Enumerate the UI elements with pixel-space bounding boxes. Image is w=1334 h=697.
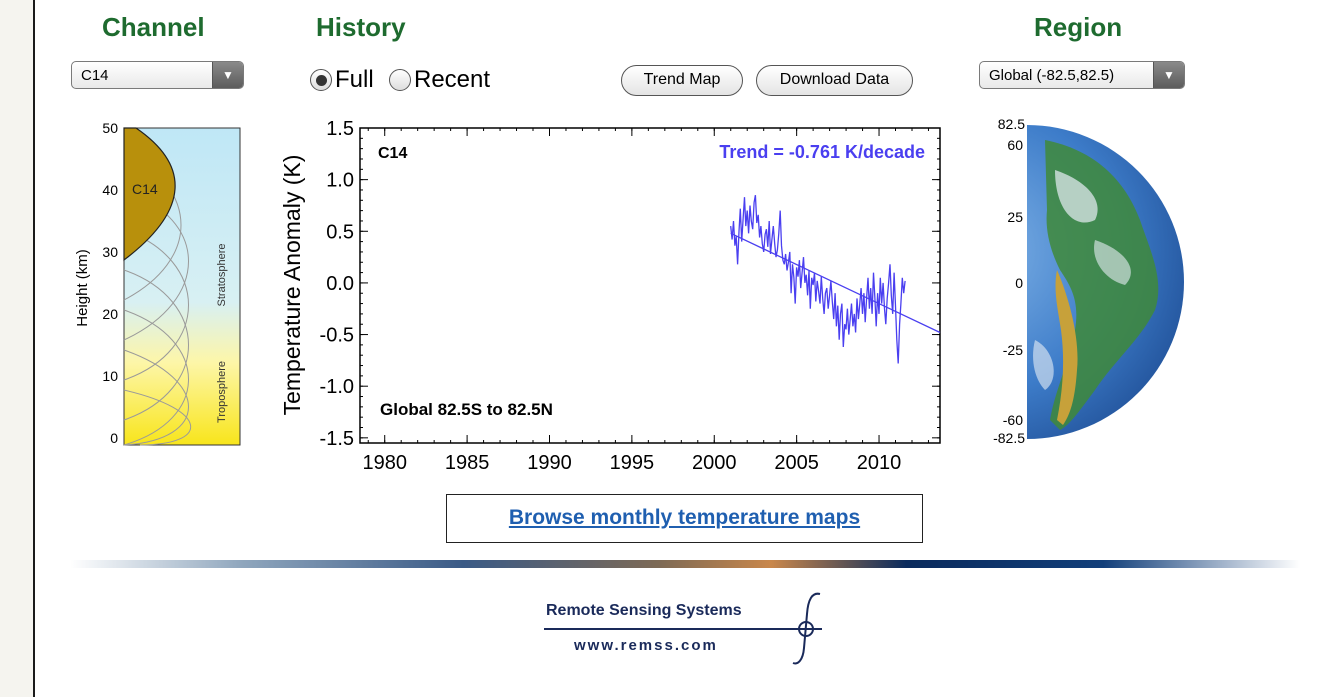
height-tick: 20 — [102, 306, 118, 322]
x-tick-label: 1985 — [445, 452, 490, 474]
chevron-down-icon: ▼ — [1153, 62, 1184, 88]
rss-logo[interactable]: Remote Sensing Systems www.remss.com — [540, 590, 830, 670]
height-tick: 40 — [102, 182, 118, 198]
integral-icon — [792, 592, 822, 665]
channel-header: Channel — [102, 12, 205, 42]
region-globe: 82.5 60 25 0 -25 -60 -82.5 — [993, 116, 1184, 446]
cloud-shape — [1033, 340, 1054, 390]
y-tick-label: 0.5 — [326, 221, 354, 243]
left-sidebar — [0, 0, 35, 697]
y-tick-label: -1.5 — [320, 428, 354, 450]
x-tick-label: 2000 — [692, 452, 737, 474]
latitude-tick: -82.5 — [993, 430, 1025, 446]
latitude-tick: -25 — [1003, 342, 1023, 358]
latitude-tick: 82.5 — [998, 116, 1025, 132]
browse-maps-box: Browse monthly temperature maps — [446, 494, 923, 543]
plot-frame — [359, 127, 941, 444]
weighting-curve — [123, 229, 189, 381]
channel-select-value: C14 — [81, 67, 109, 84]
download-data-button[interactable]: Download Data — [756, 65, 913, 96]
height-tick: 10 — [102, 368, 118, 384]
channel-select[interactable]: C14 ▼ — [71, 61, 244, 89]
x-tick-label: 1990 — [527, 452, 572, 474]
weighting-curve — [123, 309, 189, 446]
height-tick: 50 — [102, 120, 118, 136]
weighting-curve — [123, 389, 191, 446]
trend-line — [730, 232, 941, 334]
channel-curve-label: C14 — [132, 181, 158, 197]
height-tick: 0 — [110, 430, 118, 446]
chevron-down-icon: ▼ — [212, 62, 243, 88]
radio-recent-button[interactable] — [389, 69, 411, 91]
y-tick-label: 1.0 — [326, 170, 354, 192]
height-panel: 50 40 30 20 10 0 C14 Height (km) Stratos… — [74, 120, 241, 446]
x-tick-label: 1980 — [362, 452, 407, 474]
stratosphere-label: Stratosphere — [216, 244, 228, 307]
anomaly-series-line — [730, 194, 906, 364]
browse-maps-link[interactable]: Browse monthly temperature maps — [508, 506, 861, 529]
cloud-shape — [1055, 170, 1098, 223]
radio-recent-label: Recent — [414, 66, 491, 93]
y-tick-label: -1.0 — [320, 376, 354, 398]
logo-url: www.remss.com — [574, 637, 718, 654]
section-divider — [70, 560, 1300, 568]
y-axis-label: Temperature Anomaly (K) — [279, 155, 305, 416]
weighting-curve — [123, 269, 189, 421]
logo-title: Remote Sensing Systems — [546, 602, 742, 619]
region-label: Global 82.5S to 82.5N — [380, 400, 553, 419]
y-tick-label: 0.0 — [326, 273, 354, 295]
history-header: History — [316, 12, 406, 42]
weighting-curve — [123, 349, 189, 446]
x-tick-label: 2010 — [857, 452, 902, 474]
radio-full-label: Full — [335, 66, 374, 93]
trend-label: Trend = -0.761 K/decade — [719, 142, 925, 162]
chart-channel-label: C14 — [378, 145, 407, 162]
height-tick: 30 — [102, 244, 118, 260]
x-tick-label: 2005 — [774, 452, 819, 474]
y-tick-label: 1.5 — [326, 118, 354, 140]
y-tick-label: -0.5 — [320, 325, 354, 347]
latitude-tick: 0 — [1015, 275, 1023, 291]
radio-recent[interactable]: Recent — [389, 66, 490, 94]
x-tick-label: 1995 — [610, 452, 655, 474]
temperature-anomaly-chart: 1.5 1.0 0.5 0.0 -0.5 -1.0 -1.5 1980 1985 1990 1995… — [279, 118, 941, 474]
trend-map-button[interactable]: Trend Map — [621, 65, 743, 96]
radio-full[interactable]: Full — [310, 66, 374, 94]
height-axis-label: Height (km) — [74, 249, 91, 327]
latitude-tick: 60 — [1007, 137, 1023, 153]
troposphere-label: Troposphere — [216, 361, 228, 423]
region-select-value: Global (-82.5,82.5) — [989, 67, 1115, 84]
c14-weighting-function — [123, 127, 176, 262]
latitude-tick: 25 — [1007, 209, 1023, 225]
radio-full-button[interactable] — [310, 69, 332, 91]
region-select[interactable]: Global (-82.5,82.5) ▼ — [979, 61, 1185, 89]
region-header: Region — [1034, 12, 1123, 42]
cloud-shape — [1094, 240, 1131, 285]
logo-rule — [544, 628, 814, 630]
andes-shape — [1055, 270, 1078, 425]
latitude-tick: -60 — [1003, 412, 1023, 428]
